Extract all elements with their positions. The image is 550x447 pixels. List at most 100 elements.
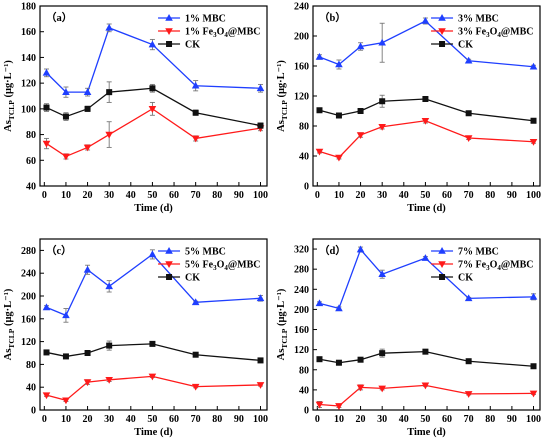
legend-entry: 7% MBC (431, 247, 499, 258)
chart-panel-d: 0 10 20 30 40 50 60 70 80 90 100 0 40 80 120 160 200 240 2… (276, 238, 541, 438)
data-point (105, 376, 113, 384)
data-point (356, 132, 365, 139)
legend-label: 1% MBC (185, 14, 226, 25)
text-part: @MBC (501, 27, 534, 38)
data-point (529, 138, 538, 146)
y-tick-label: 160 (294, 62, 309, 73)
y-tick-label: 0 (304, 182, 309, 193)
data-point (43, 104, 50, 111)
data-point (356, 245, 365, 253)
y-tick-label: 200 (294, 32, 309, 43)
x-tick-label: 20 (356, 190, 366, 201)
y-tick-label: 280 (21, 246, 36, 257)
y-tick-label: 100 (21, 104, 36, 115)
legend-label: 5% MBC (185, 247, 226, 258)
y-tick-label: 0 (31, 406, 36, 417)
series-line (319, 120, 534, 159)
data-point (62, 88, 70, 95)
x-tick-label: 70 (464, 414, 474, 425)
y-tick-label: 160 (21, 27, 36, 38)
legend-marker (165, 28, 173, 35)
y-tick-label: 40 (26, 383, 36, 394)
data-point (315, 53, 324, 60)
x-tick-label: 30 (104, 414, 114, 425)
text-part: As (3, 349, 14, 361)
text-part: As (276, 120, 287, 132)
legend-entry: 7% Fe3O4@MBC (431, 260, 534, 273)
data-point (464, 135, 473, 142)
text-part: CK (458, 273, 473, 284)
data-point (257, 357, 264, 364)
y-tick-label: 80 (299, 122, 309, 133)
x-tick-label: 80 (485, 190, 495, 201)
legend-label: 3% MBC (458, 14, 499, 25)
data-point (422, 96, 429, 102)
text-part: 3 (486, 31, 490, 39)
data-point (105, 23, 113, 31)
data-point (106, 342, 113, 349)
data-point (356, 384, 365, 392)
y-tick-label: 40 (26, 182, 36, 193)
data-point (465, 358, 472, 365)
text-part: CK (185, 40, 200, 51)
text-part: MBC (476, 14, 499, 25)
text-part: (μg·L⁻¹) (3, 60, 14, 101)
text-part: 5% Fe (185, 260, 214, 271)
text-part: TCLP (280, 328, 289, 348)
legend-entry: CK (431, 273, 473, 284)
legend-marker (166, 41, 173, 47)
chart-panel-c: 0 10 20 30 40 50 60 70 80 90 100 0 40 80 120 160 200 240 2… (3, 238, 268, 438)
legend-label: 5% Fe3O4@MBC (185, 260, 260, 273)
text-part: 4 (224, 31, 228, 39)
data-point (148, 373, 157, 381)
data-point (315, 401, 324, 409)
data-point (256, 294, 265, 302)
x-tick-label: 10 (61, 190, 71, 201)
data-point (421, 254, 430, 261)
text-part: MBC (203, 247, 226, 258)
data-point (62, 353, 69, 360)
data-point (83, 88, 92, 95)
x-tick-label: 90 (507, 190, 517, 201)
series-fe (42, 373, 265, 405)
data-point (84, 105, 91, 112)
x-tick-label: 10 (334, 414, 344, 425)
data-point (83, 144, 92, 152)
y-tick-label: 240 (294, 2, 309, 13)
data-point (464, 391, 473, 398)
x-tick-label: 60 (442, 190, 452, 201)
text-part: O (217, 27, 225, 38)
data-point (356, 42, 365, 50)
x-tick-label: 100 (526, 414, 541, 425)
y-tick-label: 180 (21, 2, 36, 13)
data-point (530, 117, 537, 124)
legend-entry: 5% Fe3O4@MBC (158, 260, 261, 273)
legend-label: 7% Fe3O4@MBC (458, 260, 533, 273)
x-tick-label: 90 (507, 414, 517, 425)
legend-marker (165, 14, 173, 21)
text-part: TCLP (7, 100, 16, 120)
data-point (421, 382, 430, 390)
data-point (315, 299, 324, 307)
text-part: @MBC (501, 260, 534, 271)
x-tick-label: 50 (420, 190, 430, 201)
series-ck (316, 94, 537, 124)
text-part: O (217, 260, 225, 271)
text-part: 5% (185, 247, 203, 258)
data-point (529, 62, 538, 70)
data-point (105, 131, 113, 139)
data-point (191, 298, 200, 306)
data-point (106, 89, 113, 96)
y-tick-label: 320 (294, 245, 309, 256)
x-tick-label: 90 (234, 190, 244, 201)
data-point (148, 106, 157, 113)
series-mbc (42, 249, 265, 323)
series-fe (315, 117, 538, 162)
series-fe (315, 382, 538, 410)
plot-frame (312, 238, 541, 411)
series-line (46, 27, 261, 93)
x-tick-label: 80 (485, 414, 495, 425)
data-point (191, 81, 200, 89)
legend-marker (439, 274, 446, 280)
